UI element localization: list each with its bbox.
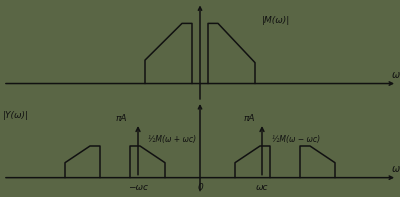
Text: |M(ω)|: |M(ω)| [262, 16, 290, 25]
Text: ω: ω [392, 164, 400, 174]
Text: πA: πA [116, 114, 128, 123]
Text: πA: πA [244, 114, 256, 123]
Text: ω: ω [392, 70, 400, 80]
Text: |Y(ω)|: |Y(ω)| [3, 111, 29, 120]
Text: 0: 0 [197, 183, 203, 192]
Text: ωc: ωc [256, 183, 268, 192]
Text: ½M(ω − ωc): ½M(ω − ωc) [272, 136, 320, 144]
Text: −ωc: −ωc [128, 183, 148, 192]
Text: ½M(ω + ωc): ½M(ω + ωc) [148, 136, 196, 144]
